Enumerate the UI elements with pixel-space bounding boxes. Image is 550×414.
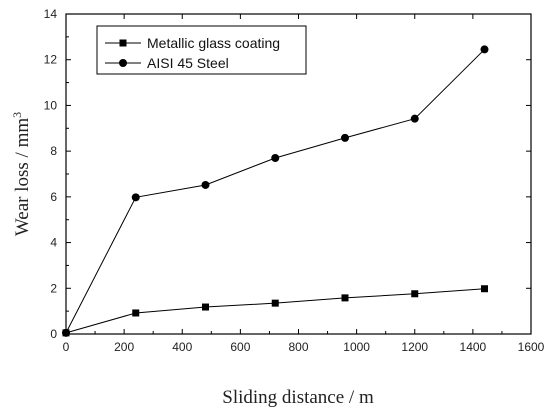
series-0-point-5 xyxy=(411,290,419,298)
y-axis-title-main: Wear loss / mm xyxy=(12,118,33,236)
legend: Metallic glass coating AISI 45 Steel xyxy=(96,25,307,75)
y-tick-label-3: 6 xyxy=(50,190,57,204)
x-tick-label-6: 1200 xyxy=(401,340,428,354)
y-tick-label-2: 4 xyxy=(50,236,57,250)
series-1-point-3 xyxy=(271,154,280,162)
series-lines xyxy=(65,49,485,334)
series-line-0 xyxy=(65,288,485,334)
x-tick-label-4: 800 xyxy=(288,340,308,354)
series-1-point-2 xyxy=(201,180,210,189)
y-tick-label-1: 2 xyxy=(50,281,57,295)
x-tick-label-0: 0 xyxy=(63,340,70,354)
series-markers xyxy=(62,45,489,337)
legend-marker-1 xyxy=(119,59,127,67)
series-1-point-0 xyxy=(62,328,70,337)
series-0-point-4 xyxy=(341,294,349,302)
legend-label-0: Metallic glass coating xyxy=(147,35,280,51)
x-tick-label-2: 400 xyxy=(172,340,192,354)
y-tick-label-4: 8 xyxy=(50,144,57,158)
series-0-point-6 xyxy=(481,285,488,293)
axis-ticks xyxy=(65,13,532,335)
series-1-point-5 xyxy=(410,114,419,123)
x-tick-label-7: 1400 xyxy=(460,340,487,354)
y-tick-labels: 0 2 4 6 8 10 12 14 xyxy=(44,7,58,341)
series-1-point-6 xyxy=(480,45,489,54)
legend-items: Metallic glass coating AISI 45 Steel xyxy=(105,35,280,71)
y-tick-label-0: 0 xyxy=(50,327,57,341)
legend-label-1: AISI 45 Steel xyxy=(147,55,229,71)
x-tick-labels: 0 200 400 600 800 1000 1200 1400 1600 xyxy=(63,340,545,354)
series-0-point-1 xyxy=(132,309,140,317)
y-tick-label-5: 10 xyxy=(44,98,58,112)
y-tick-label-6: 12 xyxy=(44,53,58,67)
series-0-point-2 xyxy=(202,303,209,311)
y-tick-label-7: 14 xyxy=(44,7,58,21)
x-axis-title: Sliding distance / m xyxy=(222,387,374,408)
legend-marker-0 xyxy=(119,39,127,47)
x-tick-label-5: 1000 xyxy=(343,340,370,354)
series-0-point-3 xyxy=(271,299,279,307)
x-tick-label-3: 600 xyxy=(230,340,250,354)
y-axis-title-superscript: 3 xyxy=(10,112,24,118)
legend-box xyxy=(96,25,307,75)
x-tick-label-8: 1600 xyxy=(518,340,545,354)
series-1-point-1 xyxy=(131,193,140,202)
series-1-point-4 xyxy=(341,133,349,142)
x-tick-label-1: 200 xyxy=(114,340,134,354)
series-line-1 xyxy=(65,49,485,334)
y-axis-title: Wear loss / mm3 xyxy=(10,112,33,236)
